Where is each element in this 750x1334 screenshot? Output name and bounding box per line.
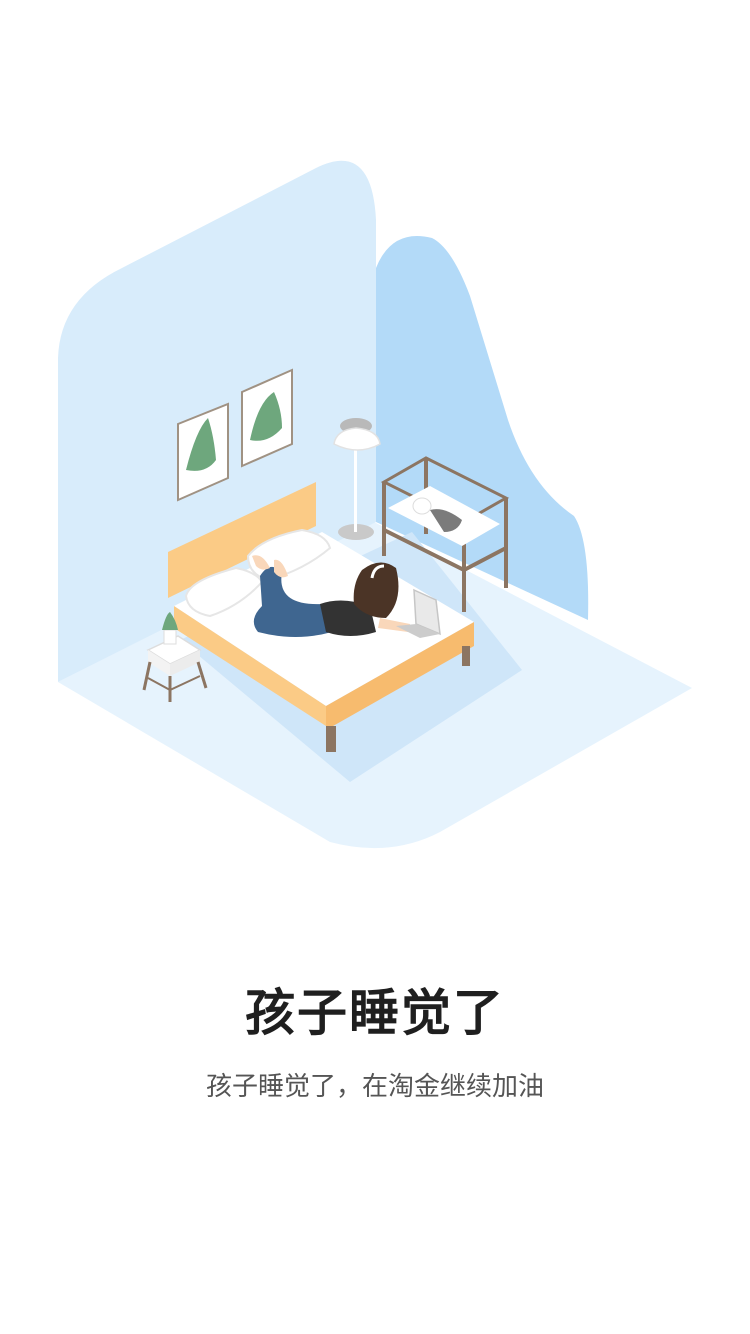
crib-mattress xyxy=(388,486,500,546)
wall-frame-left xyxy=(177,402,229,502)
wall-frame-right xyxy=(241,368,293,468)
potted-plant xyxy=(162,612,178,645)
bedroom-night-illustration xyxy=(58,160,692,849)
floor-lamp xyxy=(333,418,381,540)
woman-figure xyxy=(252,555,410,637)
page-subtitle: 孩子睡觉了，在淘金继续加油 xyxy=(205,1072,544,1102)
laptop xyxy=(396,588,441,638)
nightstand xyxy=(142,635,208,702)
page-title: 孩子睡觉了 xyxy=(245,984,505,1042)
